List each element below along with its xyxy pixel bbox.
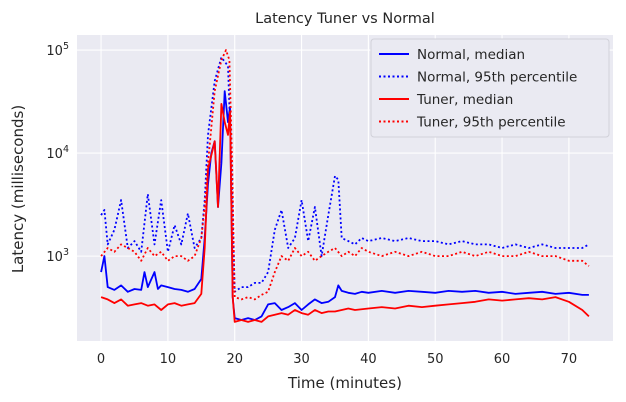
- x-axis-label: Time (minutes): [287, 374, 402, 392]
- x-tick-label: 70: [561, 352, 578, 367]
- y-tick-label: 103: [46, 247, 69, 265]
- x-tick-label: 40: [360, 352, 377, 367]
- x-tick-label: 50: [427, 352, 444, 367]
- legend: Normal, median Normal, 95th percentile Tun…: [370, 38, 610, 138]
- legend-label: Normal, median: [417, 47, 525, 63]
- x-tick-label: 0: [97, 352, 105, 367]
- x-tick-label: 10: [160, 352, 177, 367]
- series-lines: [100, 49, 590, 323]
- series-line-2: [100, 103, 590, 323]
- chart-title: Latency Tuner vs Normal: [255, 11, 435, 27]
- legend-label: Tuner, median: [416, 92, 513, 108]
- series-line-1: [100, 56, 590, 293]
- x-tick-label: 30: [293, 352, 310, 367]
- y-tick-label: 104: [46, 144, 69, 162]
- series-line-0: [100, 90, 589, 321]
- legend-box: [370, 38, 610, 138]
- y-axis-label: Latency (milliseconds): [9, 105, 27, 273]
- x-axis-ticks: 0 10 20 30 40 50 60 70: [97, 352, 577, 367]
- legend-label: Normal, 95th percentile: [417, 70, 577, 86]
- legend-label: Tuner, 95th percentile: [416, 115, 566, 131]
- series-line-3: [100, 49, 590, 301]
- y-axis-ticks: 103 104 105: [46, 41, 69, 265]
- x-tick-label: 20: [226, 352, 243, 367]
- y-tick-label: 105: [46, 41, 69, 59]
- x-tick-label: 60: [494, 352, 511, 367]
